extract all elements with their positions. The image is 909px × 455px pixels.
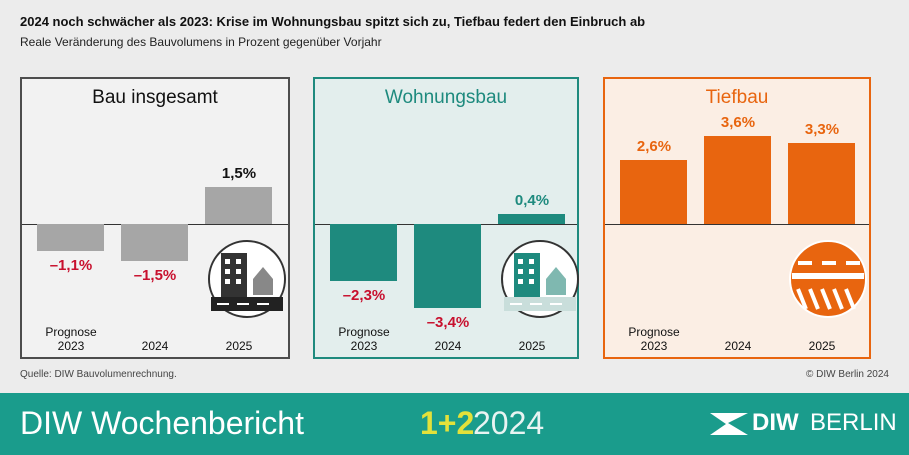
value-label: 0,4% — [514, 192, 550, 210]
x-tick-label: 2024 — [434, 339, 462, 353]
zero-line — [605, 224, 869, 226]
panel-title: Tiefbau — [705, 87, 769, 108]
footer-band: DIW Wochenbericht 1+2 2024 DIW BERLIN — [0, 393, 909, 455]
subtitle: Reale Veränderung des Bauvolumens in Pro… — [20, 35, 382, 49]
x-tick-label: Prognose 2023 — [338, 325, 390, 353]
value-label: –1,1% — [49, 257, 93, 275]
copyright: © DIW Berlin 2024 — [806, 369, 889, 380]
logo-left: DIW — [752, 409, 799, 436]
bar — [704, 135, 771, 225]
panel-title: Bau insgesamt — [92, 87, 218, 108]
panel: Wohnungsbau –2,3% Prognose 2023 –3,4% 2024 0,… — [313, 77, 579, 359]
panel-title: Wohnungsbau — [384, 87, 508, 108]
logo-right: BERLIN — [810, 409, 897, 436]
panel: Bau insgesamt –1,1% Prognose 2023 –1,5% 2024… — [20, 77, 290, 359]
icon — [789, 240, 867, 318]
bar — [620, 160, 687, 225]
x-tick-label: Prognose 2023 — [628, 325, 680, 353]
x-tick-label: 2024 — [724, 339, 752, 353]
value-label: 1,5% — [221, 165, 257, 183]
x-tick-label: Prognose 2023 — [45, 325, 97, 353]
bar — [121, 224, 188, 262]
x-tick-label: 2024 — [141, 339, 169, 353]
x-tick-label: 2025 — [225, 339, 253, 353]
x-tick-label: 2025 — [518, 339, 546, 353]
value-label: –1,5% — [133, 267, 177, 285]
bar — [498, 214, 565, 225]
icon — [501, 240, 579, 318]
value-label: 3,3% — [804, 120, 840, 138]
bar — [37, 224, 104, 252]
value-label: –2,3% — [342, 286, 386, 304]
issue: 1+2 — [420, 405, 475, 441]
bar — [414, 224, 481, 308]
panel: Tiefbau 2,6% Prognose 2023 3,6% 2024 3,3% 2025 — [603, 77, 871, 359]
source: Quelle: DIW Bauvolumenrechnung. — [20, 369, 177, 380]
logo-mark — [710, 413, 748, 435]
x-tick-label: 2025 — [808, 339, 836, 353]
value-label: –3,4% — [426, 313, 470, 331]
title: 2024 noch schwächer als 2023: Krise im W… — [20, 14, 646, 29]
publication: DIW Wochenbericht — [20, 405, 304, 441]
value-label: 3,6% — [720, 113, 756, 131]
value-label: 2,6% — [636, 138, 672, 156]
icon — [208, 240, 286, 318]
bar — [205, 187, 272, 225]
year: 2024 — [473, 405, 545, 441]
bar — [788, 142, 855, 225]
bar — [330, 224, 397, 281]
